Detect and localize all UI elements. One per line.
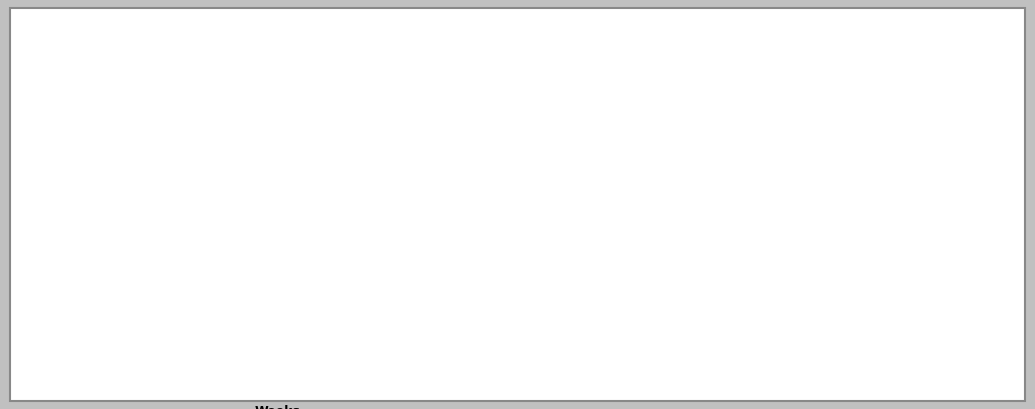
- Bar: [879, 302, 944, 376]
- Bar: [684, 155, 749, 229]
- Y-axis label: Change of BMD(%): Change of BMD(%): [42, 144, 56, 255]
- Bar: [502, 229, 684, 302]
- Text: 0.0: 0.0: [707, 333, 727, 346]
- Bar: [944, 22, 1009, 81]
- Text: 1.9: 1.9: [901, 111, 921, 124]
- Text: 5.5: 5.5: [901, 259, 922, 272]
- Bar: [815, 155, 879, 229]
- Text: 2.0: 2.0: [967, 111, 986, 124]
- Bar: [502, 155, 684, 229]
- Bar: [684, 81, 749, 155]
- Text: 4.6: 4.6: [901, 185, 921, 198]
- Text: 8w: 8w: [966, 45, 987, 58]
- Text: ODS-O-0681
10 mg/kg: ODS-O-0681 10 mg/kg: [554, 177, 632, 206]
- Bar: [944, 81, 1009, 155]
- Text: 1.7: 1.7: [772, 185, 792, 198]
- Bar: [749, 155, 815, 229]
- Bar: [815, 81, 879, 155]
- Bar: [815, 229, 879, 302]
- Bar: [502, 22, 684, 81]
- Bar: [684, 302, 749, 376]
- Text: 4.7: 4.7: [837, 259, 857, 272]
- Text: Vehicle (50%
PEG400): Vehicle (50% PEG400): [552, 103, 633, 132]
- Bar: [749, 302, 815, 376]
- Bar: [684, 22, 749, 81]
- Bar: [944, 155, 1009, 229]
- Text: 0.0: 0.0: [707, 185, 727, 198]
- Bar: [502, 302, 684, 376]
- Text: 0w: 0w: [706, 45, 728, 58]
- X-axis label: Weeks: Weeks: [255, 405, 300, 409]
- Bar: [815, 302, 879, 376]
- Bar: [684, 229, 749, 302]
- Legend: OVX-control, 0681  10  mg/kg, 0681  30  mg/kg, Alendronate: OVX-control, 0681 10 mg/kg, 0681 30 mg/k…: [93, 28, 215, 96]
- Bar: [502, 81, 684, 155]
- Text: 6w: 6w: [900, 45, 922, 58]
- Text: 6.1: 6.1: [967, 259, 986, 272]
- Text: 4.2: 4.2: [901, 333, 921, 346]
- Text: 1.3: 1.3: [772, 111, 792, 124]
- Bar: [749, 81, 815, 155]
- Bar: [879, 22, 944, 81]
- Bar: [749, 22, 815, 81]
- Text: OP 109th: OP 109th: [559, 45, 627, 58]
- Text: Alendronate
0.5 mg/kg: Alendronate 0.5 mg/kg: [555, 325, 631, 354]
- Bar: [879, 229, 944, 302]
- Text: 6.0: 6.0: [967, 185, 986, 198]
- Text: 2.9: 2.9: [772, 259, 792, 272]
- Bar: [879, 81, 944, 155]
- Text: 2w: 2w: [771, 45, 793, 58]
- Bar: [749, 229, 815, 302]
- Text: 4w: 4w: [836, 45, 857, 58]
- Text: 0.0: 0.0: [707, 259, 727, 272]
- Text: 2.6: 2.6: [772, 333, 792, 346]
- Text: 4.7: 4.7: [837, 333, 857, 346]
- Bar: [815, 22, 879, 81]
- Bar: [944, 302, 1009, 376]
- Text: ODS-O-0681
30 mg/kg: ODS-O-0681 30 mg/kg: [554, 251, 632, 280]
- Bar: [879, 155, 944, 229]
- Bar: [944, 229, 1009, 302]
- Text: 3.1: 3.1: [837, 185, 857, 198]
- Text: 0.0: 0.0: [707, 111, 727, 124]
- Text: 4.3: 4.3: [967, 333, 986, 346]
- Text: 2.2: 2.2: [837, 111, 857, 124]
